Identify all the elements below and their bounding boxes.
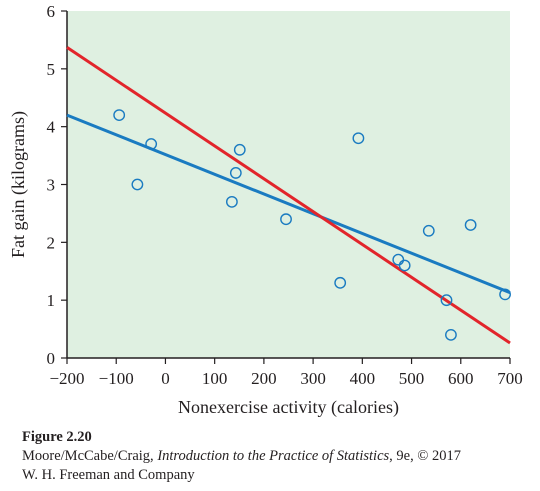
data-point: [464, 219, 477, 231]
x-axis: −200 −100 0 100 200 300 400 500 600 700: [49, 357, 523, 388]
red-regression-line: [66, 46, 511, 345]
y-tick-label: 0: [47, 349, 56, 368]
data-point: [145, 138, 158, 150]
y-axis: 0 1 2 3 4 5 6: [47, 2, 68, 368]
x-tick-label: 600: [448, 369, 474, 388]
x-tick-label: 200: [251, 369, 277, 388]
data-point: [233, 143, 246, 156]
y-tick-label: 5: [47, 60, 56, 79]
caption-publisher: W. H. Freeman and Company: [22, 467, 195, 483]
x-tick-label: 400: [350, 369, 376, 388]
figure-number: Figure 2.20: [22, 429, 92, 445]
data-point: [352, 132, 365, 145]
data-point: [445, 328, 457, 341]
blue-regression-line: [66, 113, 511, 295]
y-tick-label: 4: [47, 118, 56, 137]
data-point: [499, 288, 511, 301]
y-tick-label: 1: [47, 291, 56, 310]
y-tick-label: 3: [47, 176, 56, 195]
x-tick-label: 500: [399, 369, 425, 388]
data-point: [113, 109, 126, 122]
y-axis-title: Fat gain (kilograms): [8, 111, 29, 258]
data-point: [422, 224, 435, 237]
x-tick-label: 100: [202, 369, 228, 388]
regression-lines: [66, 46, 511, 345]
caption-credit-prefix: Moore/McCabe/Craig,: [22, 448, 158, 464]
x-tick-label: 300: [300, 369, 326, 388]
x-axis-title: Nonexercise activity (calories): [178, 397, 399, 418]
data-point: [225, 195, 238, 208]
scatter-chart: −200 −100 0 100 200 300 400 500 600 700 0 1 2 3 4 5 6 N…: [8, 2, 523, 418]
x-tick-label: 700: [497, 369, 523, 388]
caption-book-title: Introduction to the Practice of Statisti…: [157, 448, 390, 464]
x-tick-label: −100: [99, 369, 134, 388]
data-point: [229, 167, 242, 179]
caption-credit-suffix: , 9e, © 2017: [389, 448, 461, 464]
data-point: [334, 276, 347, 289]
y-tick-label: 2: [47, 233, 56, 252]
y-tick-label: 6: [47, 2, 56, 21]
data-point: [280, 213, 292, 226]
data-point: [131, 178, 144, 191]
figure-caption: Figure 2.20 Moore/McCabe/Craig, Introduc…: [22, 428, 532, 485]
plot-background: [67, 11, 510, 358]
data-point: [440, 294, 453, 307]
data-point: [398, 259, 411, 272]
data-point: [392, 253, 405, 266]
x-tick-label: 0: [161, 369, 170, 388]
data-points: [113, 109, 511, 341]
x-tick-label: −200: [49, 369, 84, 388]
